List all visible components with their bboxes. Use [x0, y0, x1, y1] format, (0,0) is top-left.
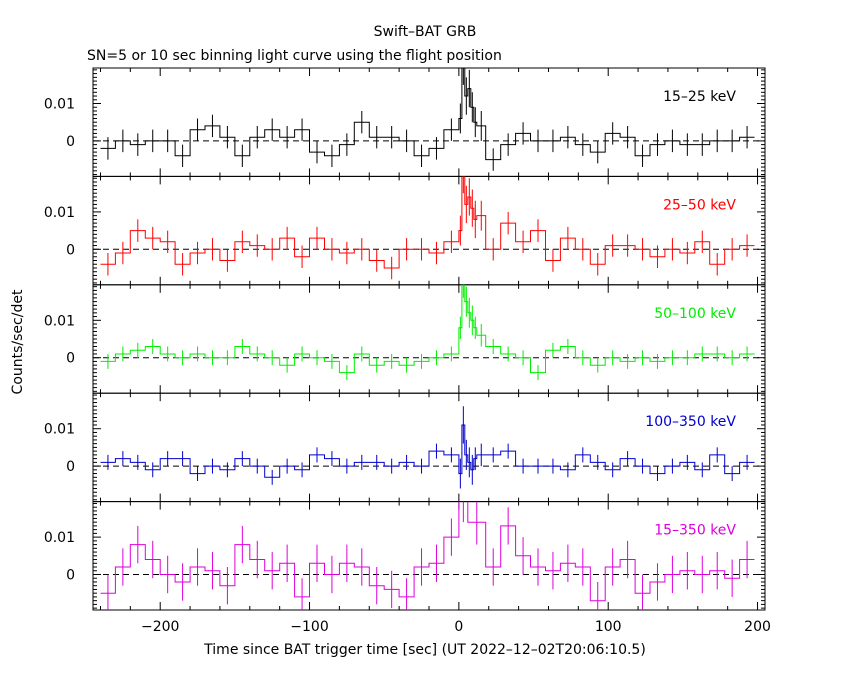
- panel-data: [100, 68, 755, 171]
- panel-2: 0 0.01 25–50 keV: [44, 175, 766, 286]
- y-tick-label: 0.01: [44, 530, 75, 546]
- chart-title: Swift–BAT GRB: [374, 24, 477, 40]
- band-label: 100–350 keV: [645, 414, 736, 430]
- light-curve-step: [100, 68, 755, 161]
- chart-subtitle: SN=5 or 10 sec binning light curve using…: [87, 48, 502, 64]
- panel-frame: [92, 501, 766, 611]
- panel-data: [100, 501, 755, 611]
- light-curve-step: [100, 424, 755, 478]
- panel-3: 0 0.01 50–100 keV: [44, 284, 766, 394]
- band-label: 50–100 keV: [654, 306, 736, 322]
- panel-data: [100, 284, 755, 381]
- y-tick-label: 0.01: [44, 422, 75, 438]
- light-curve-step: [100, 284, 755, 374]
- band-label: 15–25 keV: [663, 89, 736, 105]
- x-tick-label: 100: [595, 619, 622, 635]
- panel-frame: [92, 392, 766, 503]
- band-label: 15–350 keV: [654, 523, 736, 539]
- light-curve-step: [100, 176, 755, 269]
- band-label: 25–50 keV: [663, 197, 736, 213]
- x-tick-label: 200: [744, 619, 771, 635]
- panel-data: [100, 406, 755, 489]
- y-tick-label: 0.01: [44, 97, 75, 113]
- y-tick-label: 0: [66, 134, 75, 150]
- y-axis-label: Counts/sec/det: [10, 289, 26, 394]
- y-tick-label: 0: [66, 242, 75, 258]
- y-tick-label: 0: [66, 351, 75, 367]
- x-tick-label: −100: [290, 619, 328, 635]
- panel-5: 0 0.01 15–350 keV −200 −100 0 100 200: [44, 501, 771, 635]
- panel-data: [100, 176, 755, 280]
- panel-frame: [92, 175, 766, 286]
- x-tick-label: 0: [454, 619, 463, 635]
- y-tick-label: 0: [66, 459, 75, 475]
- panel-frame: [92, 284, 766, 394]
- panels-group: 0 0.01 15–25 keV 0 0.01 25–50 keV 0 0.01 50–100 …: [44, 67, 771, 635]
- y-tick-label: 0: [66, 567, 75, 583]
- x-tick-label: −200: [141, 619, 179, 635]
- light-curve-step: [100, 501, 755, 602]
- y-tick-label: 0.01: [44, 313, 75, 329]
- y-tick-label: 0.01: [44, 205, 75, 221]
- panel-1: 0 0.01 15–25 keV: [44, 67, 766, 177]
- x-axis-label: Time since BAT trigger time [sec] (UT 20…: [203, 642, 646, 658]
- panel-4: 0 0.01 100–350 keV: [44, 392, 766, 503]
- panel-frame: [92, 67, 766, 177]
